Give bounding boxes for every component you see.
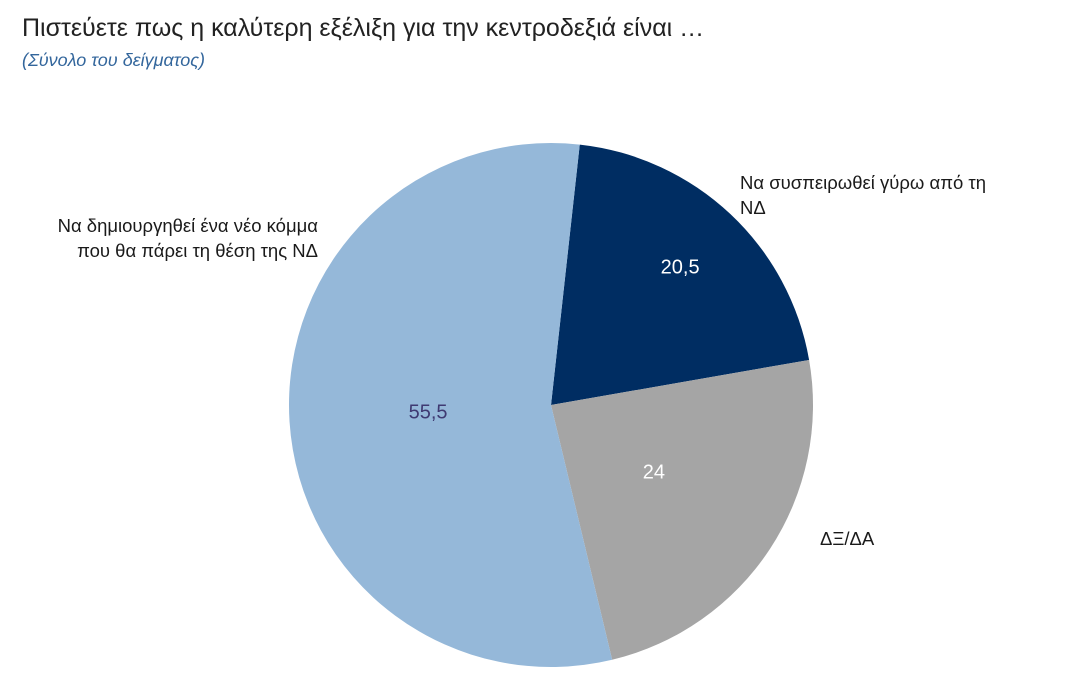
category-label-consolidate-around-nd: Να συσπειρωθεί γύρω από τη ΝΔ (740, 172, 986, 218)
pie-slice-new-party (289, 142, 613, 667)
data-label-new-party: 55,5 (409, 402, 448, 424)
pie-slice-dk-na (551, 359, 814, 660)
category-label-dk-na: ΔΞ/ΔΑ (820, 528, 875, 549)
chart-title: Πιστεύετε πως η καλύτερη εξέλιξη για την… (22, 14, 705, 42)
pie-slices (289, 142, 814, 667)
category-label-new-party: Να δημιουργηθεί ένα νέο κόμμα που θα πάρ… (57, 215, 318, 261)
chart-subtitle: (Σύνολο του δείγματος) (22, 50, 205, 70)
pie-data-labels: 20,5 24 55,5 (409, 256, 700, 483)
pie-slice-consolidate-around-nd (551, 144, 810, 405)
data-label-consolidate-around-nd: 20,5 (661, 256, 700, 278)
data-label-dk-na: 24 (643, 462, 665, 484)
